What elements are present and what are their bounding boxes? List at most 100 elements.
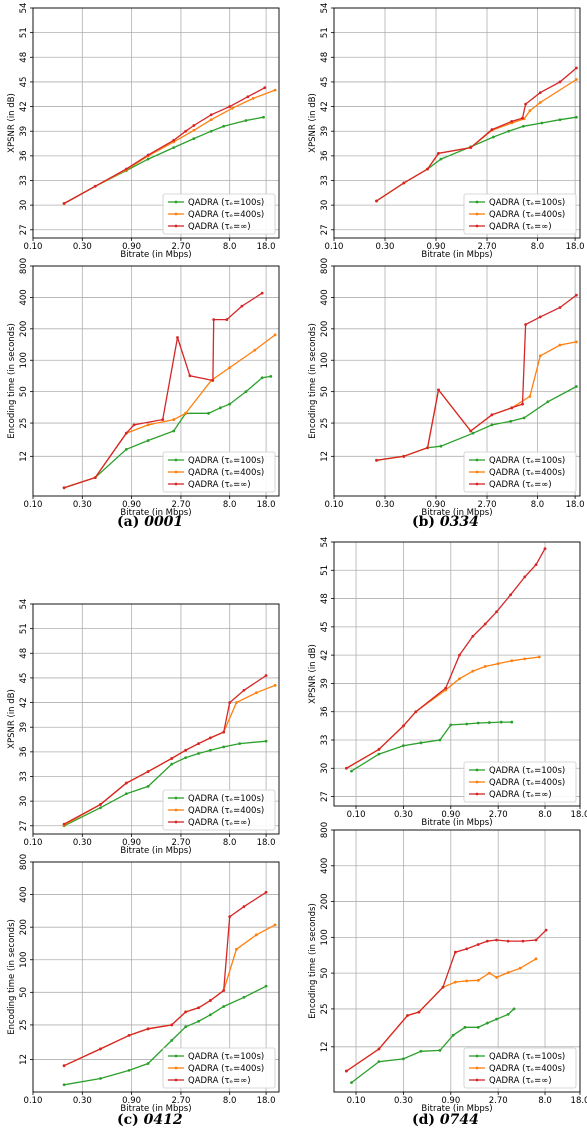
legend-label: QADRA (τₑ=400s) xyxy=(489,210,565,220)
data-point xyxy=(495,610,498,614)
data-point xyxy=(495,1017,498,1021)
data-point xyxy=(146,439,150,442)
y-tick-label: 27 xyxy=(19,224,29,235)
data-point xyxy=(506,1012,510,1016)
data-point xyxy=(441,985,445,989)
y-tick-label: 54 xyxy=(320,537,330,548)
data-point xyxy=(207,411,210,415)
legend-marker xyxy=(174,470,178,474)
caption-b-name: 0334 xyxy=(439,514,479,530)
data-point xyxy=(509,419,513,423)
data-point xyxy=(523,657,527,661)
legend-marker xyxy=(174,200,178,204)
data-point xyxy=(350,1081,353,1084)
y-tick-label: 50 xyxy=(320,386,330,397)
y-tick-label: 400 xyxy=(320,858,330,874)
x-tick-label: 0.90 xyxy=(441,1096,460,1106)
data-point xyxy=(242,905,246,908)
data-point xyxy=(209,113,213,117)
legend-marker xyxy=(475,200,479,204)
data-point xyxy=(273,923,277,927)
series-line-2 xyxy=(346,929,547,1072)
data-point xyxy=(228,105,232,108)
data-point xyxy=(172,138,176,142)
y-tick-label: 42 xyxy=(19,697,29,708)
data-point xyxy=(170,757,174,760)
y-tick-label: 54 xyxy=(19,599,29,610)
data-point xyxy=(208,999,212,1002)
data-point xyxy=(574,66,578,70)
y-tick-label: 200 xyxy=(320,321,330,337)
data-point xyxy=(269,375,273,378)
data-point xyxy=(62,1064,66,1068)
legend-marker xyxy=(475,768,479,772)
data-point xyxy=(574,340,578,344)
y-tick-label: 100 xyxy=(320,929,330,945)
data-point xyxy=(469,429,473,433)
data-point xyxy=(146,1062,150,1065)
data-point xyxy=(228,701,232,704)
data-point xyxy=(476,978,480,982)
legend-marker xyxy=(174,1078,178,1082)
data-point xyxy=(406,1014,409,1017)
x-tick-label: 2.70 xyxy=(171,1096,190,1106)
legend-label: QADRA (τₑ=∞) xyxy=(188,222,251,232)
data-point xyxy=(62,822,66,826)
chart-d-psnr: 0.10 0.30 0.90 2.70 8.0 18.0 27 30 33 36 39 42 45 48 5… xyxy=(308,537,587,828)
data-point xyxy=(483,622,487,626)
legend-marker xyxy=(475,212,479,216)
y-tick-label: 800 xyxy=(320,258,330,274)
data-point xyxy=(208,748,212,752)
data-point xyxy=(273,88,277,92)
data-point xyxy=(471,634,475,638)
x-tick-label: 8.0 xyxy=(223,242,237,252)
data-point xyxy=(426,167,429,171)
data-point xyxy=(546,400,550,404)
data-point xyxy=(528,109,532,113)
data-point xyxy=(451,1033,455,1037)
legend-label: QADRA (τₑ=100s) xyxy=(188,1052,264,1062)
y-tick-label: 42 xyxy=(320,101,330,112)
data-point xyxy=(225,318,229,322)
data-point xyxy=(490,413,494,417)
data-point xyxy=(377,1060,381,1064)
x-tick-label: 0.30 xyxy=(73,838,92,848)
data-point xyxy=(62,486,66,490)
y-tick-label: 400 xyxy=(19,886,29,902)
x-tick-label: 0.30 xyxy=(73,242,92,252)
data-point xyxy=(377,1047,381,1051)
y-tick-label: 50 xyxy=(19,987,29,998)
x-tick-label: 18.0 xyxy=(571,1096,587,1106)
plot-frame xyxy=(333,265,581,497)
data-point xyxy=(246,95,250,99)
data-point xyxy=(170,1038,174,1042)
y-tick-label: 100 xyxy=(320,352,330,368)
legend-label: QADRA (τₑ=400s) xyxy=(489,468,565,478)
data-point xyxy=(264,984,268,988)
y-tick-label: 100 xyxy=(19,352,29,368)
data-point xyxy=(222,730,226,734)
y-tick-label: 25 xyxy=(320,418,330,429)
data-point xyxy=(262,115,265,119)
data-point xyxy=(509,593,512,597)
legend-marker xyxy=(475,224,479,228)
caption-a: (a) 0001 xyxy=(117,514,183,530)
caption-c: (c) 0412 xyxy=(117,1112,183,1128)
legend-marker xyxy=(174,458,178,462)
legend-marker xyxy=(174,808,178,812)
data-point xyxy=(465,722,469,726)
data-point xyxy=(184,1010,188,1014)
legend-label: QADRA (τₑ=∞) xyxy=(489,480,552,490)
legend-box xyxy=(463,1047,577,1089)
data-point xyxy=(487,971,491,975)
data-point xyxy=(510,406,514,410)
data-point xyxy=(534,957,538,961)
data-point xyxy=(402,181,406,185)
x-tick-label: 8.0 xyxy=(531,500,545,510)
data-point xyxy=(192,124,196,127)
legend-marker xyxy=(475,1066,479,1070)
data-point xyxy=(558,118,562,122)
y-tick-label: 51 xyxy=(19,623,29,634)
y-tick-label: 12 xyxy=(320,451,330,462)
